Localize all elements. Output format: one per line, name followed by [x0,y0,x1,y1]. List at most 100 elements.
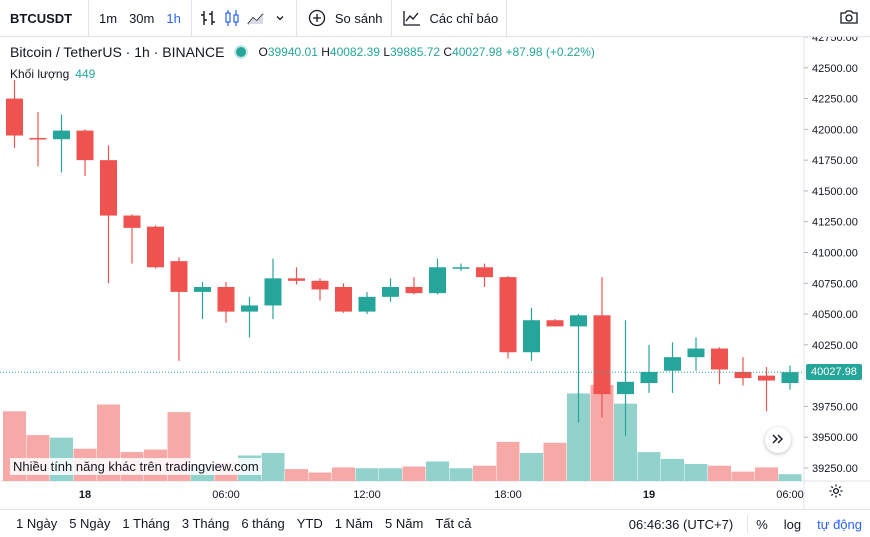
time-tick-label: 18 [79,489,91,501]
bottom-toolbar: 1 Ngày 5 Ngày 1 Tháng 3 Tháng 6 tháng YT… [0,509,870,537]
volume-bar [543,442,567,481]
toolbar-divider [295,0,297,37]
volume-bar [590,384,614,481]
legend-ohlc: O39940.01 H40082.39 L39885.72 C40027.98 … [258,43,594,61]
price-tick-label: 42250.00 [812,94,858,106]
range-all[interactable]: Tất cả [435,516,472,531]
candle-chart-icon[interactable] [220,6,244,30]
volume-bar [379,468,402,481]
volume-bar [731,471,755,481]
toolbar-divider [390,0,392,37]
volume-bar [449,468,473,481]
candle-body [570,315,587,327]
range-1y[interactable]: 1 Năm [334,516,374,531]
area-chart-icon[interactable] [244,6,268,30]
range-1d[interactable]: 1 Ngày [16,516,58,531]
range-ytd[interactable]: YTD [296,516,323,531]
indicators-button[interactable]: Các chỉ báo [392,0,507,37]
volume-label: Khối lượng [10,67,70,81]
price-tick-label: 39750.00 [812,401,858,413]
scroll-to-realtime-button[interactable] [765,427,791,453]
legend-title: Bitcoin / TetherUS · 1h · BINANCE [10,44,225,60]
candle-body [311,280,329,290]
price-tick-label: 41750.00 [812,155,858,167]
candle-body [405,286,423,294]
toolbar-divider [88,0,89,37]
chart-settings-button[interactable] [826,483,846,503]
candle-body [593,315,611,395]
candle-body [123,215,141,228]
candle-body [217,286,235,312]
time-tick-label: 06:00 [776,489,804,501]
interval-group: 1m 30m 1h [89,0,191,37]
log-scale-toggle[interactable]: log [783,516,802,532]
indicators-icon [400,6,424,30]
open-key: O [258,45,268,59]
range-6m[interactable]: 6 tháng [241,516,285,531]
auto-scale-toggle[interactable]: tự động [817,516,862,532]
range-3m[interactable]: 3 Tháng [181,516,230,531]
snapshot-button[interactable] [836,6,862,32]
plus-circle-icon [305,6,329,30]
close-value: 40027.98 [452,45,503,59]
candle-body [617,381,634,395]
time-tick-label: 12:00 [353,489,381,501]
price-tick-label: 42750.00 [812,37,858,44]
candle-body [335,286,352,312]
close-key: C [443,45,453,59]
volume-bar [308,472,332,481]
volume-value: 449 [75,67,96,81]
toolbar-divider [747,515,749,533]
time-tick-label: 18:00 [494,489,522,501]
toolbar-divider [506,0,508,37]
legend-volume-row: Khối lượng 449 [10,65,595,83]
candle-body [640,371,658,384]
candle-body [6,98,23,136]
time-tick-label: 06:00 [212,489,240,501]
percent-scale-toggle[interactable]: % [756,516,768,532]
compare-button[interactable]: So sánh [297,0,391,37]
tradingview-watermark[interactable]: Nhiều tính năng khác trên tradingview.co… [10,458,262,475]
chart-type-group [192,0,296,37]
candle-body [382,286,399,297]
low-key: L [383,45,390,59]
candle-body [100,160,117,216]
interval-30m[interactable]: 30m [129,10,155,26]
interval-1h[interactable]: 1h [166,10,181,26]
volume-bar [473,465,496,481]
price-tick-label: 42500.00 [812,63,858,75]
price-tick-label: 40750.00 [812,278,858,290]
chevron-down-icon[interactable] [268,6,292,30]
candle-body [288,278,305,281]
chart-legend: Bitcoin / TetherUS · 1h · BINANCE O39940… [10,43,595,83]
compare-label: So sánh [334,10,383,26]
volume-bar [614,403,637,481]
chart-area[interactable]: 42750.00 42500.00 42250.00 42000.00 41750.00… [0,37,870,509]
market-status-dot[interactable] [236,47,247,57]
range-5y[interactable]: 5 Năm [385,516,424,531]
volume-bar [496,441,520,481]
price-tick-label: 42000.00 [812,124,858,136]
candle-body [546,320,564,327]
range-5d[interactable]: 5 Ngày [69,516,111,531]
time-tick-label: 19 [643,489,655,501]
toolbar-divider [190,0,192,37]
candle-body [76,130,94,161]
volume-bar [426,461,449,481]
range-1m[interactable]: 1 Tháng [122,516,170,531]
symbol-search[interactable]: BTCUSDT [10,10,73,26]
volume-bar [285,469,308,481]
volume-bar [355,468,379,481]
volume-bar [778,474,802,481]
high-key: H [321,45,330,59]
price-tick-label: 39250.00 [812,463,858,475]
interval-1m[interactable]: 1m [99,10,118,26]
bar-chart-icon[interactable] [196,6,220,30]
timezone-clock[interactable]: 06:46:36 (UTC+7) [628,516,734,532]
candle-body [664,357,681,371]
price-tick-label: 41000.00 [812,248,858,260]
candle-body [476,267,493,278]
camera-icon [839,8,859,31]
candle-body [523,320,540,353]
volume-bar [708,465,731,481]
